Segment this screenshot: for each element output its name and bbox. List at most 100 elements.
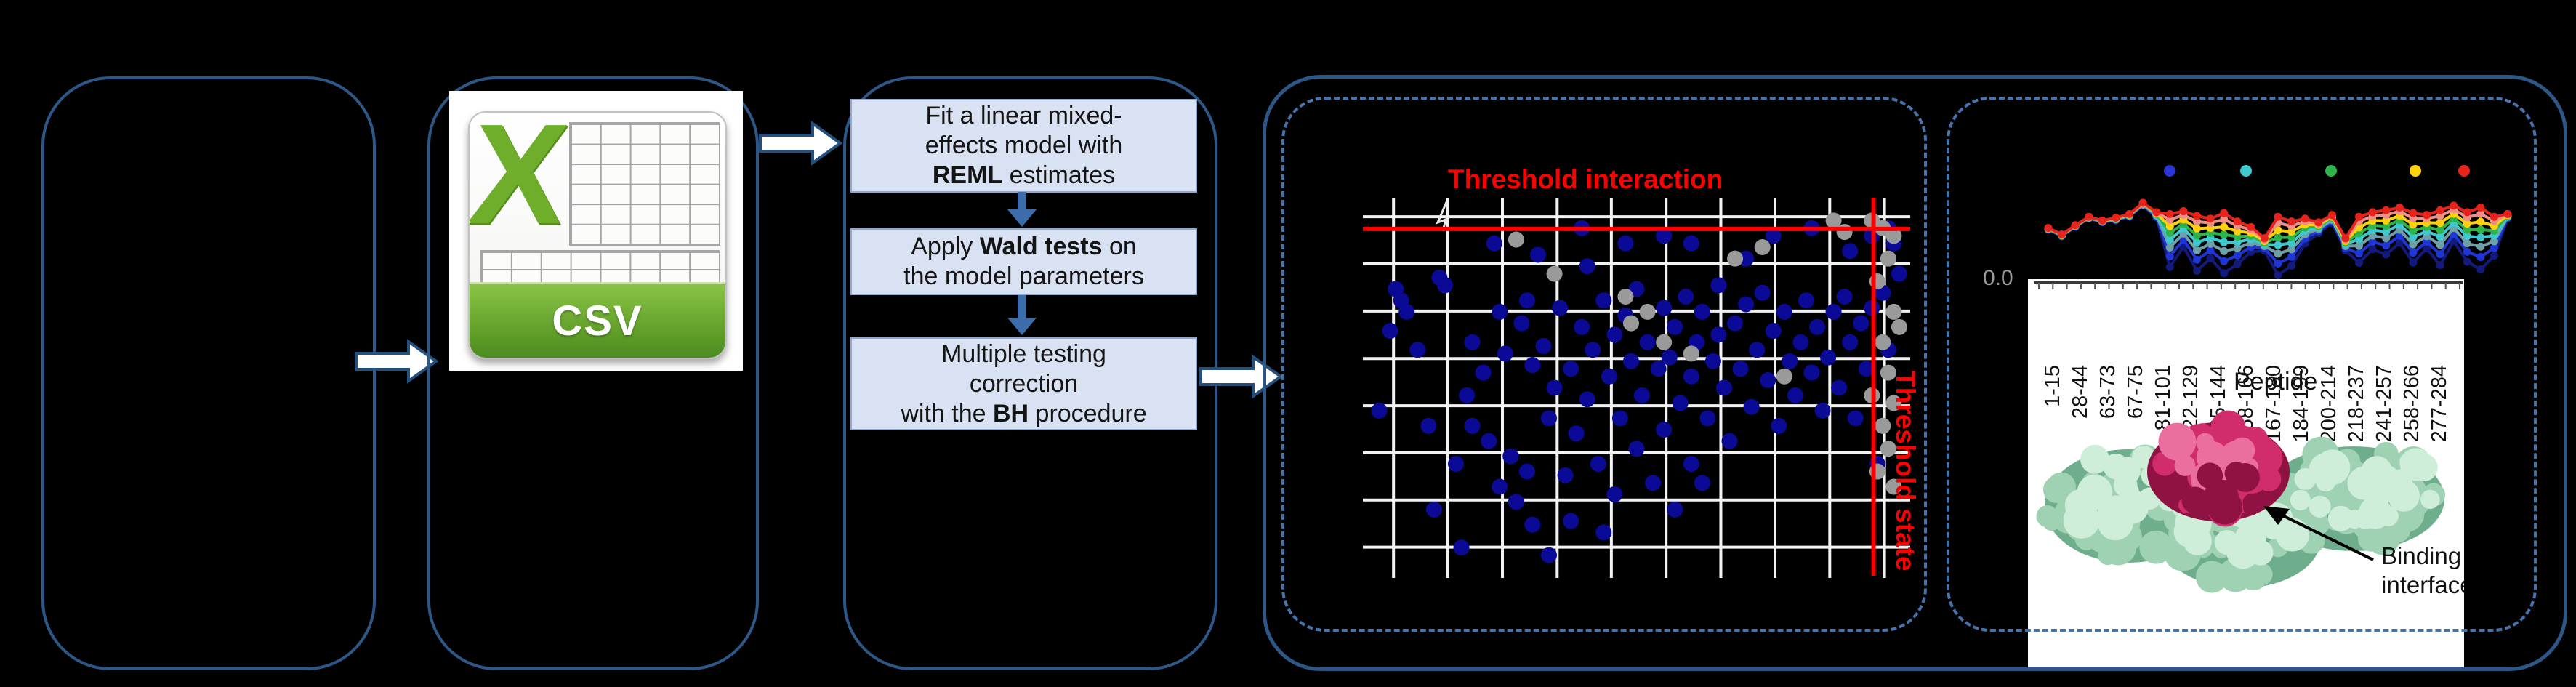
- interaction-points-blue: [1502, 448, 1519, 465]
- binding-interface-arrow: [2274, 510, 2374, 561]
- interaction-points-blue: [1656, 300, 1673, 316]
- interaction-points-blue: [1524, 516, 1541, 533]
- interaction-points-blue: [1513, 315, 1530, 332]
- uptake-marker: [2044, 224, 2053, 233]
- interaction-points-blue: [1754, 284, 1771, 301]
- protein-blob: [2327, 505, 2354, 531]
- threshold-interaction-label: Threshold interaction: [1448, 164, 1723, 194]
- interaction-points-blue: [1808, 318, 1825, 335]
- interaction-points-blue: [1738, 296, 1755, 313]
- interaction-points-blue: [1398, 303, 1415, 320]
- interaction-points-blue: [1678, 288, 1694, 305]
- step-text-line: effects model with: [925, 132, 1123, 159]
- interaction-points-blue: [1738, 250, 1755, 267]
- peptide-tick-label: 1-15: [2041, 365, 2064, 407]
- protein-blob: [2042, 513, 2061, 531]
- uptake-marker: [2355, 258, 2364, 267]
- uptake-marker: [2233, 260, 2242, 268]
- interaction-points-blue: [1595, 524, 1612, 541]
- interaction-points-blue: [1727, 315, 1744, 332]
- uptake-marker: [2463, 225, 2471, 234]
- interaction-points-blue: [1628, 441, 1645, 457]
- interaction-points-blue: [1579, 258, 1595, 275]
- state-points-gray: [1880, 441, 1896, 457]
- interaction-points-blue: [1853, 315, 1869, 332]
- peptide-figure-image: 1-15 28-44 63-73 67-75 81-101 122-129 135-144 1…: [2028, 279, 2464, 669]
- flow-arrow-down-2: [1007, 295, 1037, 335]
- uptake-marker: [2476, 253, 2485, 262]
- state-points-gray: [1885, 395, 1902, 411]
- csv-icon-body: X CSV: [468, 111, 727, 359]
- csv-label: CSV: [552, 297, 643, 345]
- uptake-marker: [2422, 211, 2431, 220]
- uptake-marker: [2192, 255, 2201, 264]
- interaction-points-blue: [1694, 303, 1710, 320]
- uptake-marker: [2206, 214, 2215, 223]
- uptake-marker: [2368, 231, 2377, 240]
- legend-dot-icon: [2410, 165, 2421, 177]
- peptide-tick-label: 218-237: [2345, 365, 2368, 442]
- uptake-marker: [2382, 216, 2391, 225]
- protein-blob: [2243, 500, 2259, 516]
- interaction-points-blue: [1639, 334, 1656, 350]
- peptide-tick-label: 277-284: [2428, 365, 2451, 442]
- peptide-tick-label: 167-180: [2262, 365, 2285, 442]
- uptake-marker: [2382, 241, 2391, 250]
- interaction-points-blue: [1524, 357, 1541, 374]
- protein-blob: [2290, 489, 2311, 510]
- interaction-points-blue: [1776, 303, 1792, 320]
- uptake-marker: [2085, 212, 2093, 221]
- state-points-gray: [1508, 231, 1524, 248]
- interaction-points-blue: [1622, 353, 1639, 369]
- interaction-points-blue: [1459, 387, 1476, 403]
- interaction-points-blue: [1486, 235, 1502, 252]
- interaction-points-blue: [1371, 402, 1388, 419]
- uptake-marker: [2233, 244, 2242, 253]
- uptake-marker: [2287, 252, 2296, 261]
- interaction-points-blue: [1836, 288, 1853, 305]
- interaction-points-blue: [1891, 265, 1907, 282]
- arrow-to-results: [1199, 354, 1284, 399]
- uptake-marker: [2058, 230, 2066, 239]
- uptake-marker: [2274, 270, 2282, 279]
- uptake-marker: [2476, 209, 2485, 218]
- interaction-points-blue: [1721, 433, 1738, 449]
- uptake-marker: [2125, 209, 2134, 218]
- protein-blob: [2399, 452, 2418, 470]
- threshold-scatter-plot: [1363, 198, 1910, 578]
- uptake-marker: [2152, 208, 2161, 217]
- uptake-marker: [2436, 233, 2444, 241]
- uptake-marker: [2220, 246, 2229, 255]
- interaction-points-blue: [1825, 303, 1842, 320]
- interaction-points-blue: [1765, 323, 1782, 340]
- interaction-points-blue: [1574, 318, 1590, 335]
- binding-interface-label-line2: interface: [2381, 571, 2464, 598]
- csv-label-band: CSV: [470, 281, 725, 358]
- interaction-points-blue: [1792, 334, 1809, 350]
- uptake-marker: [2206, 246, 2215, 255]
- interaction-points-blue: [1782, 353, 1798, 369]
- state-points-gray: [1875, 417, 1891, 434]
- interaction-points-blue: [1529, 246, 1546, 263]
- interaction-points-blue: [1497, 345, 1513, 362]
- uptake-marker: [2382, 228, 2391, 236]
- peptide-axis: 1-15 28-44 63-73 67-75 81-101 122-129 135-144 1…: [2034, 281, 2463, 442]
- interaction-points-blue: [1661, 349, 1678, 366]
- state-points-gray: [1754, 238, 1771, 255]
- uptake-marker: [2314, 218, 2323, 227]
- uptake-marker: [2409, 240, 2418, 249]
- protein-blob: [2309, 495, 2331, 518]
- uptake-marker: [2476, 233, 2485, 242]
- legend-dot-icon: [2458, 165, 2470, 177]
- protein-blob: [2120, 481, 2139, 502]
- uptake-marker: [2395, 238, 2404, 247]
- uptake-marker: [2409, 249, 2418, 257]
- interaction-points-blue: [1798, 292, 1814, 309]
- interaction-points-blue: [1710, 326, 1727, 343]
- interaction-points-blue: [1606, 486, 1623, 502]
- interaction-points-blue: [1590, 456, 1606, 473]
- interaction-points-blue: [1508, 494, 1524, 510]
- uptake-marker: [2260, 234, 2269, 243]
- interaction-points-blue: [1481, 433, 1497, 449]
- uptake-marker: [2409, 258, 2418, 267]
